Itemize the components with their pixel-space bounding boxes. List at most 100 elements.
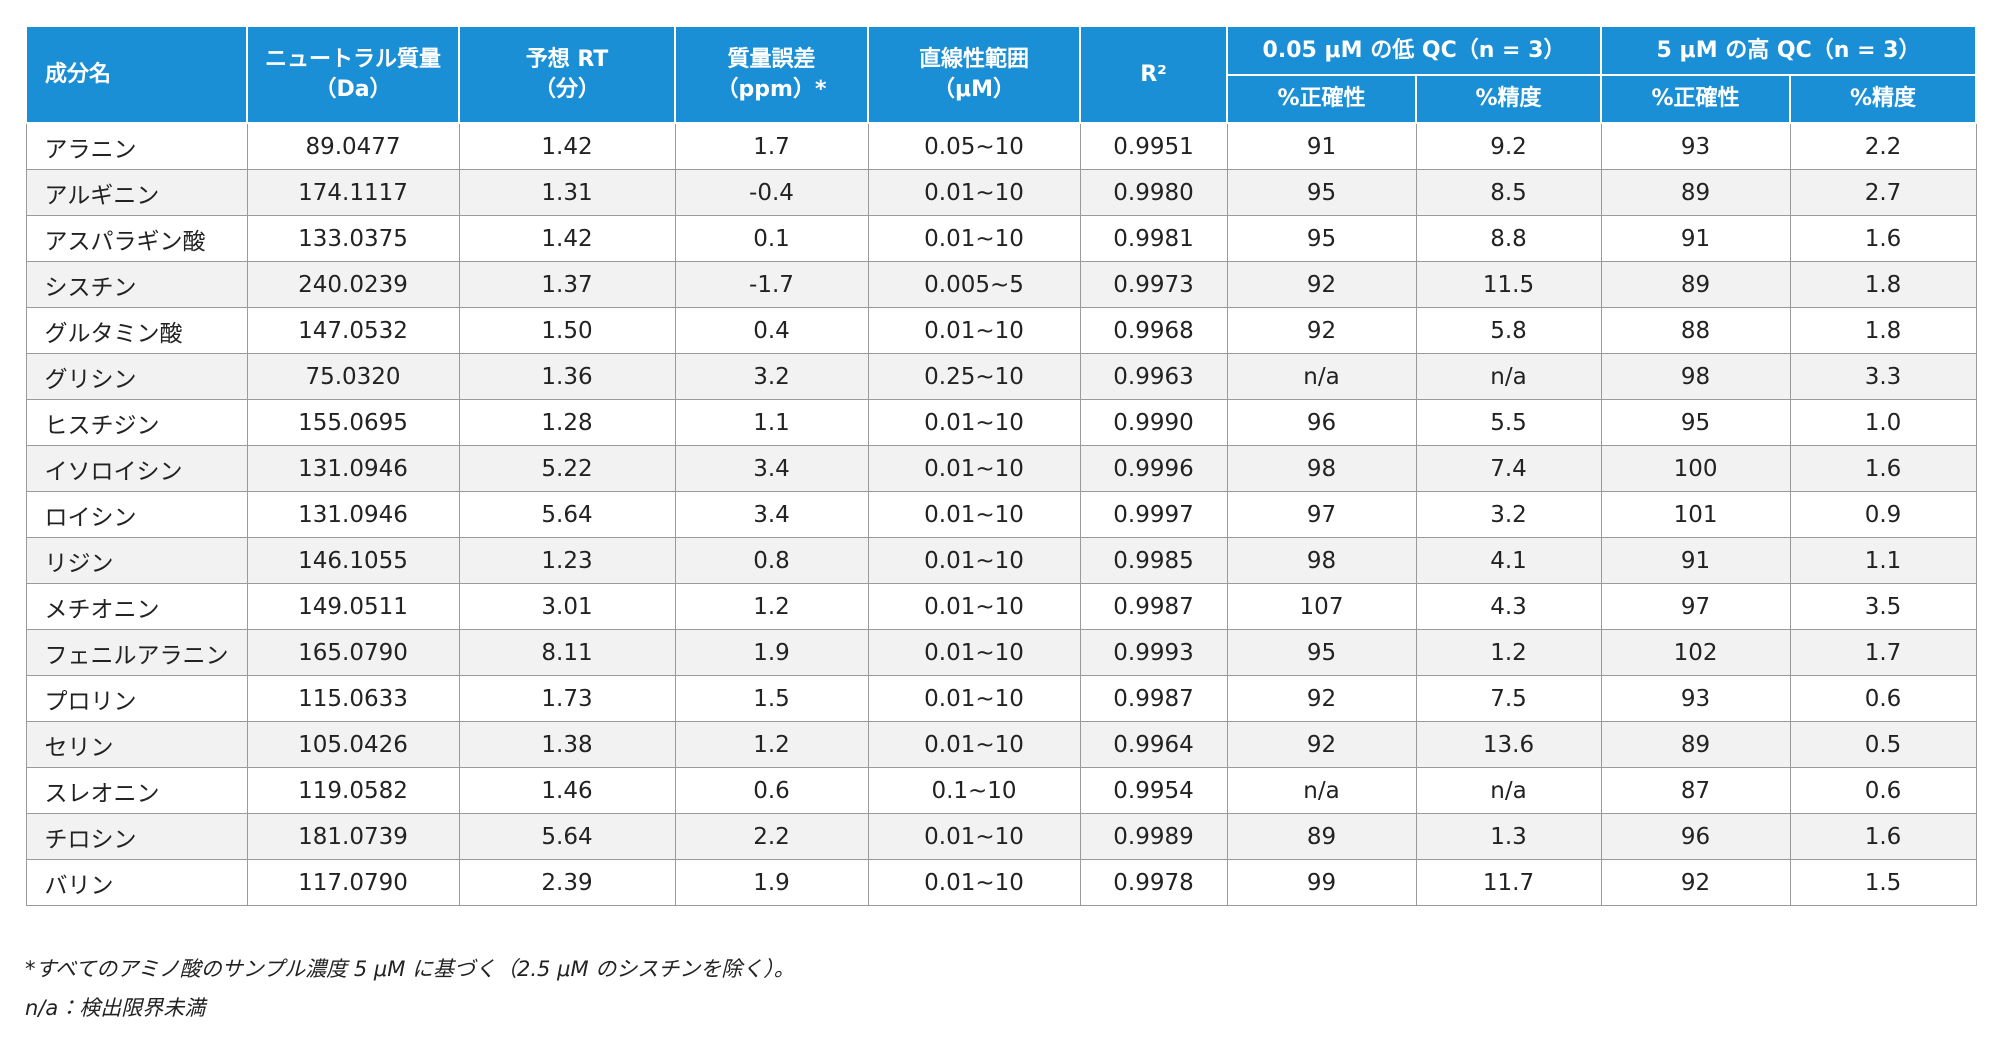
value-cell: 98 xyxy=(1226,445,1417,492)
value-cell: 95 xyxy=(1226,169,1417,216)
value-cell: 3.5 xyxy=(1789,583,1977,630)
table-container: 成分名 ニュートラル質量 （Da） 予想 RT （分） 質量誤差 （ppm）* 直線性範囲 （μ… xyxy=(25,25,1978,906)
value-cell: 95 xyxy=(1600,399,1791,446)
table-row: チロシン 181.0739 5.64 2.2 0.01~10 0.9989 89 1.3 96 1… xyxy=(25,813,1977,860)
value-cell: 0.9954 xyxy=(1079,767,1228,814)
table-row: ロイシン 131.0946 5.64 3.4 0.01~10 0.9997 97 3.2 101… xyxy=(25,491,1977,538)
header-text: 直線性範囲 xyxy=(918,46,1029,72)
header-text: 0.05 μM の低 QC（n = 3） xyxy=(1262,37,1566,63)
value-cell: 0.01~10 xyxy=(867,721,1081,768)
value-cell: 3.3 xyxy=(1789,353,1977,400)
name-cell: アルギニン xyxy=(25,169,248,216)
value-cell: 101 xyxy=(1600,491,1791,538)
header-text: （分） xyxy=(533,76,600,102)
value-cell: 1.42 xyxy=(458,122,676,170)
value-cell: 0.5 xyxy=(1789,721,1977,768)
value-cell: 133.0375 xyxy=(246,215,460,262)
header-text: 成分名 xyxy=(45,61,112,87)
table-row: スレオニン 119.0582 1.46 0.6 0.1~10 0.9954 n/a n/a 87… xyxy=(25,767,1977,814)
name-cell: アラニン xyxy=(25,122,248,170)
value-cell: 1.50 xyxy=(458,307,676,354)
table-row: フェニルアラニン 165.0790 8.11 1.9 0.01~10 0.9993 95 1.… xyxy=(25,629,1977,676)
table-row: ヒスチジン 155.0695 1.28 1.1 0.01~10 0.9990 96 5.5 95… xyxy=(25,399,1977,446)
table-header: 成分名 ニュートラル質量 （Da） 予想 RT （分） 質量誤差 （ppm）* 直線性範囲 （μ… xyxy=(25,25,1978,124)
header-text: ニュートラル質量 xyxy=(264,46,441,72)
value-cell: 174.1117 xyxy=(246,169,460,216)
value-cell: 96 xyxy=(1226,399,1417,446)
value-cell: 1.5 xyxy=(674,675,869,722)
table-row: グリシン 75.0320 1.36 3.2 0.25~10 0.9963 n/a n/a 98 3… xyxy=(25,353,1977,400)
value-cell: 0.01~10 xyxy=(867,491,1081,538)
value-cell: 119.0582 xyxy=(246,767,460,814)
value-cell: 89 xyxy=(1600,261,1791,308)
value-cell: 92 xyxy=(1226,261,1417,308)
value-cell: 0.005~5 xyxy=(867,261,1081,308)
value-cell: 0.01~10 xyxy=(867,813,1081,860)
value-cell: 0.9980 xyxy=(1079,169,1228,216)
header-text: 予想 RT xyxy=(525,46,609,72)
value-cell: 92 xyxy=(1226,675,1417,722)
name-cell: セリン xyxy=(25,721,248,768)
value-cell: n/a xyxy=(1226,353,1417,400)
value-cell: -0.4 xyxy=(674,169,869,216)
value-cell: 0.9 xyxy=(1789,491,1977,538)
table-row: プロリン 115.0633 1.73 1.5 0.01~10 0.9987 92 7.5 93 0… xyxy=(25,675,1977,722)
value-cell: 99 xyxy=(1226,859,1417,906)
table-row: アラニン 89.0477 1.42 1.7 0.05~10 0.9951 91 9.2 93 2.… xyxy=(25,122,1977,170)
subheader-cell: %精度 xyxy=(1789,74,1978,124)
header-text: 5 μM の高 QC（n = 3） xyxy=(1656,37,1921,63)
value-cell: 97 xyxy=(1226,491,1417,538)
value-cell: 1.46 xyxy=(458,767,676,814)
name-cell: グリシン xyxy=(25,353,248,400)
table-row: シスチン 240.0239 1.37 -1.7 0.005~5 0.9973 92 11.5 8… xyxy=(25,261,1977,308)
value-cell: 1.1 xyxy=(1789,537,1977,584)
footnote: *すべてのアミノ酸のサンプル濃度 5 μM に基づく（2.5 μM のシスチンを… xyxy=(25,957,795,981)
value-cell: 102 xyxy=(1600,629,1791,676)
value-cell: 1.7 xyxy=(674,122,869,170)
value-cell: 91 xyxy=(1600,215,1791,262)
value-cell: -1.7 xyxy=(674,261,869,308)
value-cell: 2.2 xyxy=(1789,122,1977,170)
value-cell: 1.3 xyxy=(1415,813,1602,860)
value-cell: 240.0239 xyxy=(246,261,460,308)
value-cell: 8.5 xyxy=(1415,169,1602,216)
name-cell: メチオニン xyxy=(25,583,248,630)
value-cell: 2.39 xyxy=(458,859,676,906)
footnotes: *すべてのアミノ酸のサンプル濃度 5 μM に基づく（2.5 μM のシスチンを… xyxy=(25,950,795,1028)
value-cell: 0.9987 xyxy=(1079,675,1228,722)
value-cell: 3.2 xyxy=(674,353,869,400)
value-cell: 0.01~10 xyxy=(867,399,1081,446)
value-cell: 2.7 xyxy=(1789,169,1977,216)
name-cell: ヒスチジン xyxy=(25,399,248,446)
value-cell: 3.4 xyxy=(674,491,869,538)
header-text: （ppm）* xyxy=(716,76,827,102)
value-cell: 155.0695 xyxy=(246,399,460,446)
value-cell: 181.0739 xyxy=(246,813,460,860)
value-cell: 95 xyxy=(1226,215,1417,262)
header-text: 質量誤差 xyxy=(727,46,816,72)
value-cell: 1.73 xyxy=(458,675,676,722)
value-cell: 0.01~10 xyxy=(867,859,1081,906)
value-cell: 0.01~10 xyxy=(867,445,1081,492)
name-cell: プロリン xyxy=(25,675,248,722)
value-cell: 146.1055 xyxy=(246,537,460,584)
value-cell: 0.9993 xyxy=(1079,629,1228,676)
header-text: （μM） xyxy=(932,76,1016,102)
value-cell: 100 xyxy=(1600,445,1791,492)
value-cell: n/a xyxy=(1415,767,1602,814)
value-cell: 1.1 xyxy=(674,399,869,446)
value-cell: 0.01~10 xyxy=(867,215,1081,262)
value-cell: 0.9951 xyxy=(1079,122,1228,170)
value-cell: 3.4 xyxy=(674,445,869,492)
value-cell: 1.42 xyxy=(458,215,676,262)
value-cell: 0.9978 xyxy=(1079,859,1228,906)
value-cell: 0.25~10 xyxy=(867,353,1081,400)
value-cell: 4.1 xyxy=(1415,537,1602,584)
table-row: バリン 117.0790 2.39 1.9 0.01~10 0.9978 99 11.7 92 1… xyxy=(25,859,1977,906)
value-cell: 75.0320 xyxy=(246,353,460,400)
value-cell: 107 xyxy=(1226,583,1417,630)
table-row: セリン 105.0426 1.38 1.2 0.01~10 0.9964 92 13.6 89 0… xyxy=(25,721,1977,768)
value-cell: 95 xyxy=(1226,629,1417,676)
value-cell: 92 xyxy=(1226,307,1417,354)
value-cell: 1.0 xyxy=(1789,399,1977,446)
